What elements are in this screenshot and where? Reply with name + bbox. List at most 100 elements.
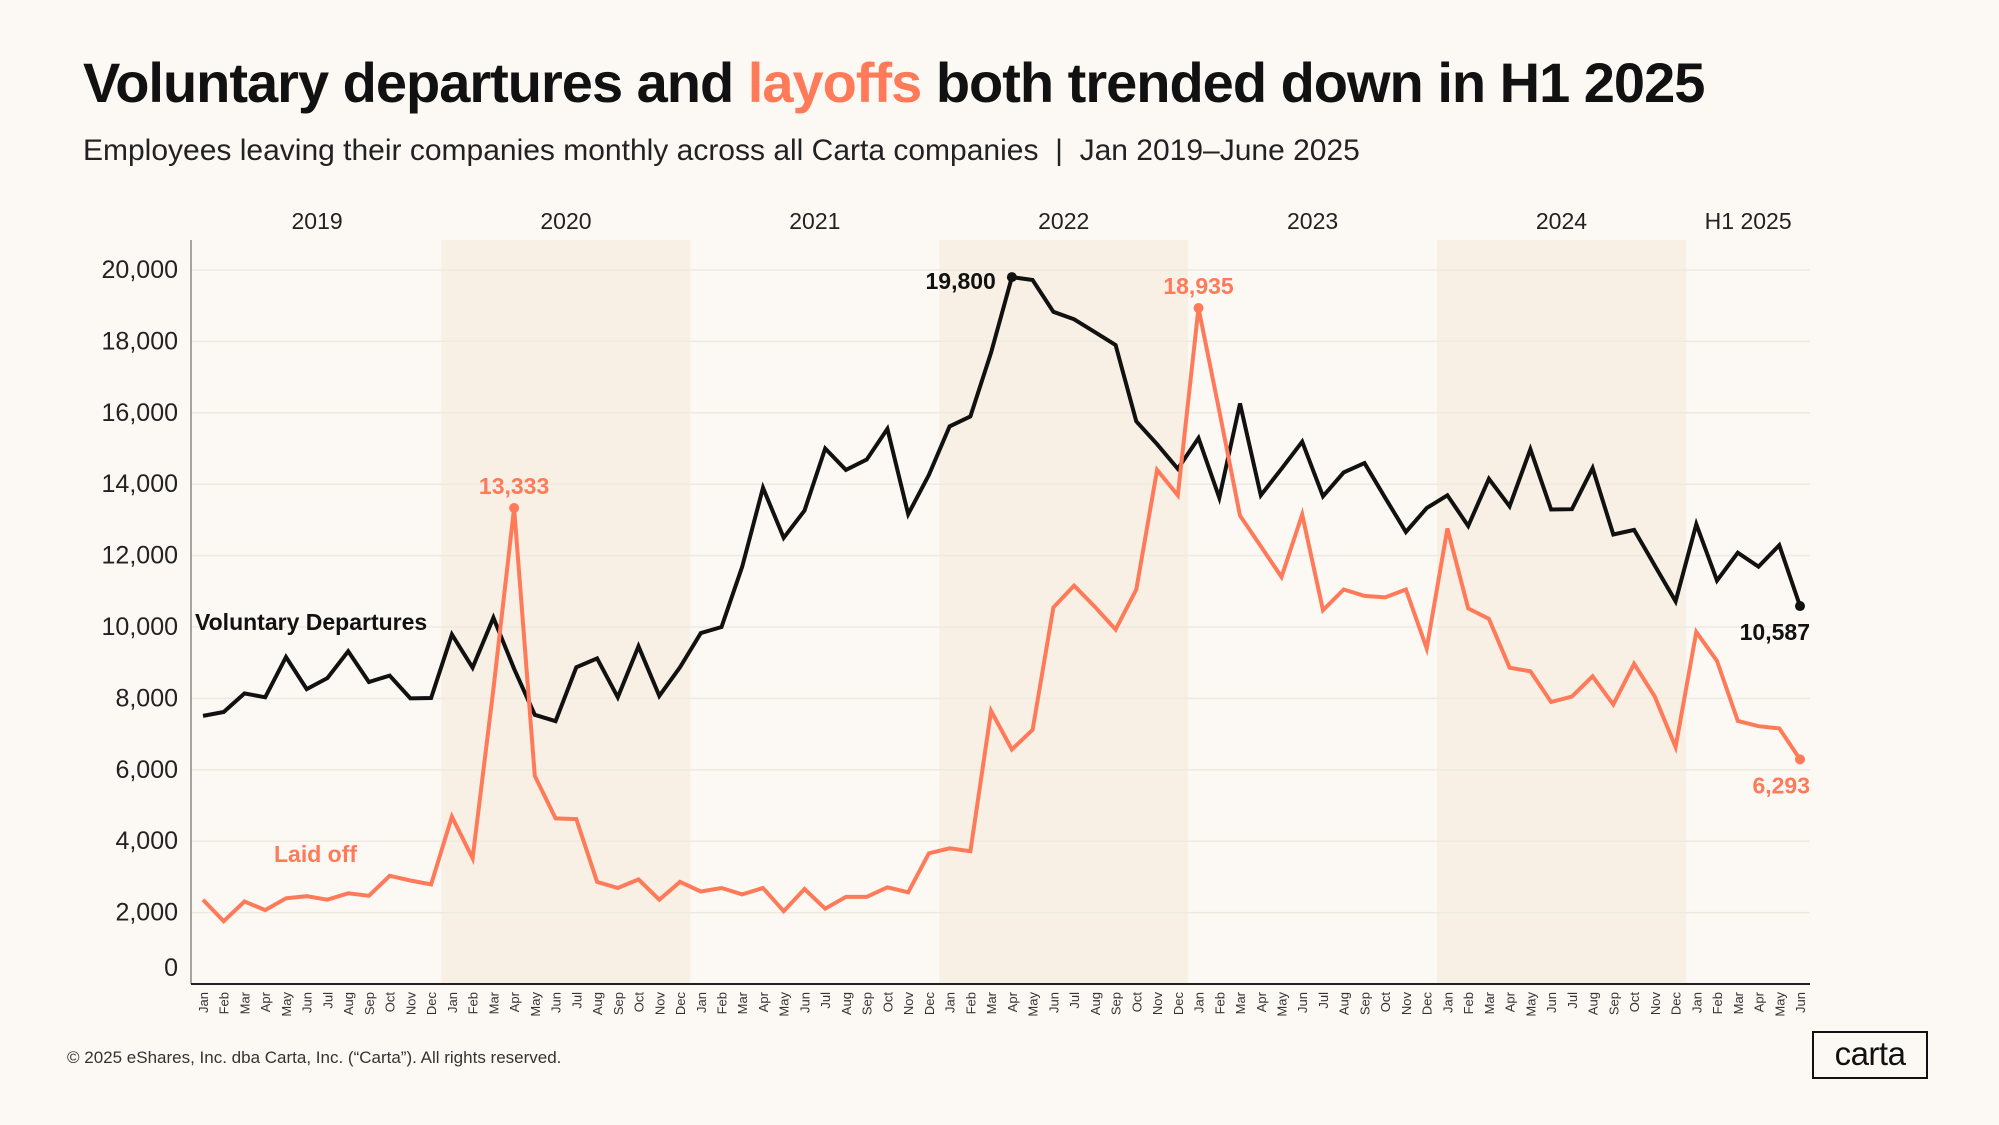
series-label-laid-off: Laid off xyxy=(274,841,357,867)
month-tick-label: Apr xyxy=(507,991,522,1012)
month-tick-label: Feb xyxy=(1212,992,1227,1014)
month-tick-label: Dec xyxy=(424,992,439,1016)
month-tick-label: Oct xyxy=(1378,992,1393,1013)
month-tick-label: May xyxy=(1772,992,1787,1017)
month-tick-label: Sep xyxy=(1357,992,1372,1015)
annotation-label: 18,935 xyxy=(1163,273,1234,299)
year-band-2022 xyxy=(939,240,1189,984)
month-tick-label: Jul xyxy=(1565,992,1580,1009)
month-tick-label: May xyxy=(1274,992,1289,1017)
month-tick-label: Oct xyxy=(632,992,647,1013)
title-part1: Voluntary departures and xyxy=(83,51,748,114)
month-tick-label: Apr xyxy=(1254,991,1269,1012)
y-tick-label: 4,000 xyxy=(115,827,178,855)
month-tick-label: May xyxy=(528,992,543,1017)
y-tick-label: 10,000 xyxy=(102,613,178,641)
copyright-footer: © 2025 eShares, Inc. dba Carta, Inc. (“C… xyxy=(67,1048,562,1067)
month-tick-label: May xyxy=(279,992,294,1017)
month-tick-label: Jan xyxy=(196,992,211,1013)
month-tick-label: Apr xyxy=(756,991,771,1012)
month-tick-label: Jan xyxy=(445,992,460,1013)
month-tick-label: Jun xyxy=(300,992,315,1013)
y-tick-label: 6,000 xyxy=(115,756,178,784)
month-tick-label: Oct xyxy=(880,992,895,1013)
series-line-laid-off xyxy=(201,307,1802,925)
month-tick-label: May xyxy=(1523,992,1538,1017)
y-tick-label: 20,000 xyxy=(102,256,178,284)
month-tick-label: Nov xyxy=(1150,992,1165,1016)
month-tick-label: Nov xyxy=(901,992,916,1016)
annotation-marker xyxy=(509,503,520,514)
month-tick-label: Apr xyxy=(1005,991,1020,1012)
month-tick-label: Mar xyxy=(1233,991,1248,1014)
annotation-marker xyxy=(1193,303,1204,314)
month-tick-label: Apr xyxy=(258,991,273,1012)
month-tick-label: Aug xyxy=(1586,992,1601,1015)
year-label: 2022 xyxy=(1038,208,1089,234)
month-tick-label: Jun xyxy=(549,992,564,1013)
carta-logo: carta xyxy=(1812,1031,1928,1079)
y-tick-label: 0 xyxy=(164,954,178,982)
month-tick-label: Mar xyxy=(1731,991,1746,1014)
month-tick-label: Mar xyxy=(237,991,252,1014)
subtitle: Employees leaving their companies monthl… xyxy=(83,134,1360,167)
month-tick-label: Feb xyxy=(1461,992,1476,1014)
month-tick-label: Aug xyxy=(341,992,356,1015)
series-line-voluntary-departures xyxy=(202,274,1802,724)
month-tick-label: Nov xyxy=(1399,992,1414,1016)
month-tick-label: Jun xyxy=(797,992,812,1013)
month-tick-label: Sep xyxy=(860,992,875,1015)
month-tick-label: Feb xyxy=(466,992,481,1014)
month-tick-label: Nov xyxy=(1648,992,1663,1016)
month-tick-label: Jun xyxy=(1544,992,1559,1013)
year-label: 2023 xyxy=(1287,208,1338,234)
month-tick-label: Jan xyxy=(1192,992,1207,1013)
month-tick-label: Sep xyxy=(611,992,626,1015)
month-tick-label: Mar xyxy=(486,991,501,1014)
month-tick-label: Jun xyxy=(1046,992,1061,1013)
month-tick-label: Jan xyxy=(1440,992,1455,1013)
title-part2: both trended down in H1 2025 xyxy=(921,51,1706,114)
month-tick-label: Mar xyxy=(984,991,999,1014)
month-tick-label: Dec xyxy=(1669,992,1684,1016)
annotation-marker xyxy=(1795,754,1805,765)
month-tick-label: Feb xyxy=(963,992,978,1014)
month-tick-label: Apr xyxy=(1503,991,1518,1012)
series-label-voluntary-departures: Voluntary Departures xyxy=(195,609,427,635)
month-tick-label: Oct xyxy=(1129,992,1144,1013)
month-tick-label: Nov xyxy=(652,992,667,1016)
annotation-label: 10,587 xyxy=(1740,619,1810,645)
month-tick-label: Jul xyxy=(1067,992,1082,1009)
annotation-label: 6,293 xyxy=(1752,772,1810,798)
year-label: 2021 xyxy=(789,208,840,234)
month-tick-label: Dec xyxy=(1420,992,1435,1016)
month-tick-label: Sep xyxy=(1109,992,1124,1015)
annotation-marker xyxy=(1795,601,1805,612)
month-tick-label: Jul xyxy=(818,992,833,1009)
month-tick-label: Apr xyxy=(1752,991,1767,1012)
month-tick-label: Feb xyxy=(715,992,730,1014)
month-tick-label: Oct xyxy=(1627,992,1642,1013)
month-tick-label: Sep xyxy=(1606,992,1621,1015)
month-tick-label: Feb xyxy=(1710,992,1725,1014)
y-tick-label: 2,000 xyxy=(115,899,178,927)
year-label: 2020 xyxy=(540,208,591,234)
month-tick-label: May xyxy=(1026,992,1041,1017)
annotation-label: 19,800 xyxy=(926,268,996,294)
month-tick-label: Sep xyxy=(362,992,377,1015)
y-tick-label: 12,000 xyxy=(102,542,178,570)
year-label: 2024 xyxy=(1536,208,1587,234)
month-tick-label: Jan xyxy=(694,992,709,1013)
month-tick-label: Aug xyxy=(839,992,854,1015)
month-tick-label: Feb xyxy=(217,992,232,1014)
page-title: Voluntary departures and layoffs both tr… xyxy=(83,50,1706,115)
month-tick-label: Mar xyxy=(735,991,750,1014)
month-tick-label: Jun xyxy=(1793,992,1808,1013)
annotation-label: 13,333 xyxy=(479,473,549,499)
month-tick-label: Aug xyxy=(590,992,605,1015)
year-band-2020 xyxy=(441,240,691,984)
month-tick-label: May xyxy=(777,992,792,1017)
y-tick-label: 14,000 xyxy=(102,470,178,498)
year-label: 2019 xyxy=(291,208,342,234)
month-tick-label: Jun xyxy=(1295,992,1310,1013)
